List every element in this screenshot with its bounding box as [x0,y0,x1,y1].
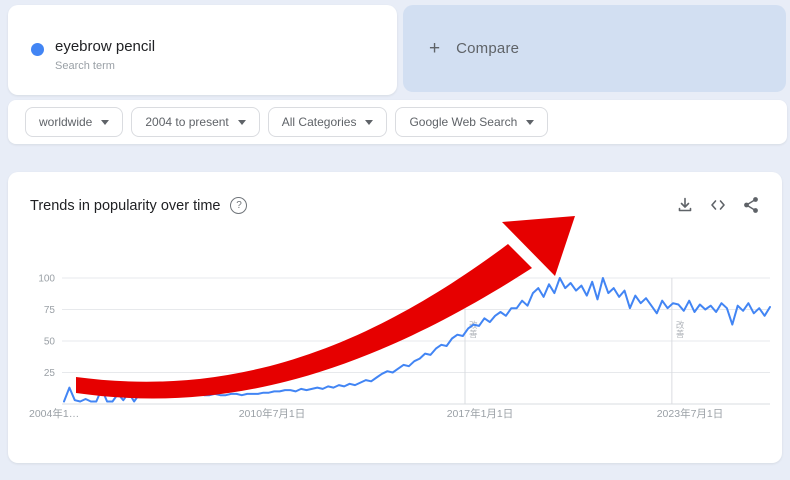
x-tick-2004: 2004年1… [29,407,79,420]
compare-label: Compare [456,40,520,57]
x-tick-2010: 2010年7月1日 [239,407,306,420]
annotation-label: 改善 [676,320,685,339]
help-icon[interactable]: ? [230,197,248,214]
x-axis-labels: 2004年1… 2010年7月1日 2017年1月1日 2023年7月1日 [29,407,723,420]
y-axis-labels: 100 75 50 25 [38,274,55,380]
trend-line [63,277,771,403]
plus-icon: + [429,38,441,59]
trend-chart-plot[interactable]: 100 75 50 25 改善 改善 2004年1… 2010年7月1日 201… [22,264,774,422]
search-term-type-label: Search term [55,60,115,72]
time-range-filter-dropdown[interactable]: 2004 to present [131,107,260,137]
embed-icon[interactable] [709,196,727,214]
gridlines [62,277,770,405]
region-filter-dropdown[interactable]: worldwide [25,107,124,137]
filter-bar: worldwide 2004 to present All Categories… [8,100,787,144]
search-type-filter-label: Google Web Search [409,115,518,129]
y-tick-100: 100 [38,274,55,285]
x-tick-2023: 2023年7月1日 [657,407,724,420]
share-icon[interactable] [742,196,760,214]
chevron-down-icon [101,119,110,125]
chart-title: Trends in popularity over time [30,197,221,214]
region-filter-label: worldwide [39,115,93,129]
y-tick-50: 50 [44,337,56,348]
chevron-down-icon [365,119,374,125]
y-tick-75: 75 [44,305,56,316]
category-filter-label: All Categories [281,115,357,129]
x-tick-2017: 2017年1月1日 [447,407,514,420]
chevron-down-icon [526,119,535,125]
compare-button[interactable]: + Compare [403,5,786,92]
chevron-down-icon [237,119,246,125]
search-type-filter-dropdown[interactable]: Google Web Search [395,107,549,137]
search-term-text: eyebrow pencil [55,38,156,55]
time-range-filter-label: 2004 to present [145,115,229,129]
series-color-dot [31,43,44,56]
trends-chart-card: Trends in popularity over time ? [8,172,782,463]
annotation-label: 改善 [469,320,478,339]
download-icon[interactable] [676,196,694,214]
search-term-card[interactable]: eyebrow pencil Search term [8,5,397,95]
category-filter-dropdown[interactable]: All Categories [267,107,388,137]
y-tick-25: 25 [44,368,56,379]
